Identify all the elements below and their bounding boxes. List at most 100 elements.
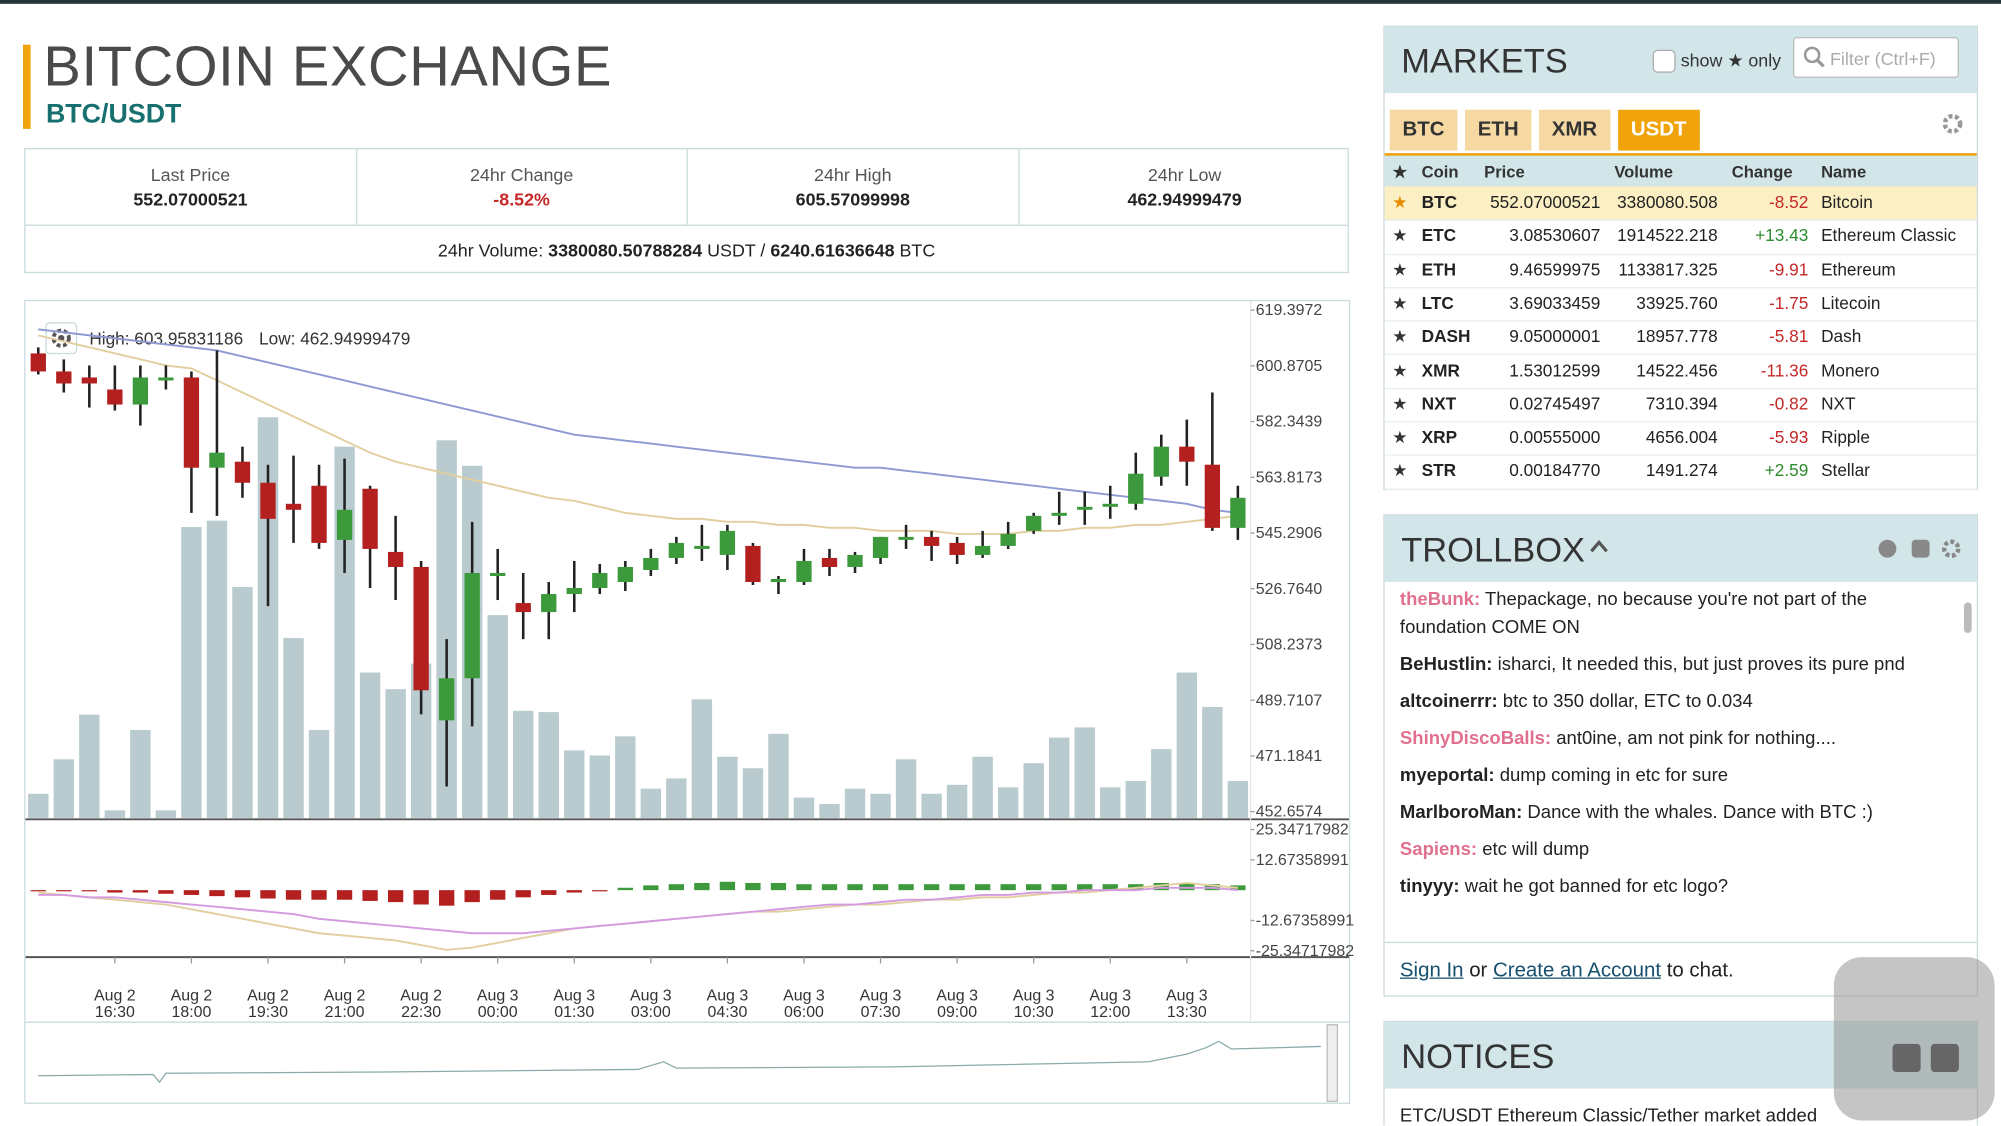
favorite-star[interactable]: ★ — [1392, 461, 1408, 481]
column-header[interactable]: Change — [1731, 162, 1793, 182]
favorite-star[interactable]: ★ — [1392, 192, 1408, 212]
x-tick-label: Aug 2 18:00 — [170, 986, 213, 1021]
x-tick-label: Aug 2 21:00 — [323, 986, 366, 1021]
candle-body — [719, 530, 736, 555]
candle-body — [362, 488, 378, 549]
volume-bar — [308, 729, 330, 819]
candle-body — [974, 545, 991, 555]
market-row[interactable]: ★ LTC 3.69033459 33925.760 -1.75 Litecoin — [1384, 287, 1977, 322]
chat-user[interactable]: myeportal: — [1399, 765, 1495, 787]
market-row[interactable]: ★ ETC 3.08530607 1914522.218 +13.43 Ethereum … — [1384, 220, 1977, 255]
macd-histogram-bar — [515, 890, 531, 898]
trollbox-tools[interactable] — [1875, 536, 1964, 562]
volume-bar — [819, 803, 840, 819]
volume-bar — [28, 793, 49, 819]
volume-bar — [206, 520, 228, 819]
candle-body — [387, 551, 404, 567]
market-row[interactable]: ★ BTC 552.07000521 3380080.508 -8.52 Bitcoin — [1384, 186, 1977, 222]
filter-input[interactable]: Filter (Ctrl+F) — [1792, 37, 1959, 78]
create-account-link[interactable]: Create an Account — [1493, 959, 1662, 982]
chat-user[interactable]: ShinyDiscoBalls: — [1399, 728, 1552, 750]
volume-bar — [768, 733, 789, 819]
volume-bar — [1074, 727, 1095, 819]
stat-label: Last Price — [150, 164, 231, 186]
chat-message: theBunk: Thepackage, no because you're n… — [1400, 586, 1949, 642]
markets-header: MARKETS show ★ only Filter (Ctrl+F) — [1384, 26, 1977, 94]
macd-histogram-bar — [1102, 884, 1118, 891]
favorite-star[interactable]: ★ — [1392, 360, 1408, 380]
volume-bar — [155, 810, 177, 819]
gear-icon[interactable] — [51, 328, 71, 348]
chat-footer: Sign In or Create an Account to chat. — [1384, 941, 1977, 997]
market-tab[interactable]: USDT — [1618, 109, 1700, 151]
market-row[interactable]: ★ XRP 0.00555000 4656.004 -5.93 Ripple — [1384, 421, 1977, 457]
candle-body — [566, 588, 582, 595]
market-tab[interactable]: BTC — [1389, 109, 1458, 151]
change: -0.82 — [1769, 394, 1809, 414]
candle-body — [1179, 446, 1195, 462]
stat-label: 24hr Change — [469, 164, 574, 186]
markets-settings[interactable] — [1941, 112, 1964, 135]
macd-histogram-bar — [796, 884, 812, 891]
coin: DASH — [1421, 326, 1471, 347]
volume: 18957.778 — [1636, 326, 1718, 347]
market-row[interactable]: ★ NXT 0.02745497 7310.394 -0.82 NXT — [1384, 388, 1977, 423]
column-header[interactable]: Coin — [1421, 162, 1459, 182]
favorites-checkbox[interactable] — [1652, 49, 1676, 73]
x-tick-label: Aug 3 10:30 — [1012, 986, 1055, 1021]
chat-user[interactable]: tinyyy: — [1399, 876, 1460, 898]
candle-body — [490, 572, 506, 576]
favorite-star[interactable]: ★ — [1392, 226, 1408, 246]
twitter-button[interactable] — [1892, 1043, 1921, 1072]
chat-user[interactable]: MarlboroMan: — [1399, 802, 1523, 824]
chat-messages: theBunk: Thepackage, no because you're n… — [1400, 586, 1949, 941]
y-tick-label: 526.7640 — [1256, 581, 1323, 598]
facebook-button[interactable] — [1930, 1043, 1959, 1072]
favorite-star[interactable]: ★ — [1392, 259, 1408, 279]
favorite-star[interactable]: ★ — [1392, 293, 1408, 313]
navigator-handle[interactable] — [1326, 1024, 1339, 1102]
stat-label: 24hr High — [814, 164, 892, 186]
chat-user[interactable]: altcoinerrr: — [1399, 691, 1498, 713]
column-header[interactable]: Volume — [1614, 162, 1674, 182]
candle-body — [770, 578, 787, 583]
candle-body — [464, 572, 480, 679]
sign-in-link[interactable]: Sign In — [1399, 959, 1464, 982]
macd-histogram-bar — [387, 890, 404, 903]
chat-user[interactable]: Sapiens: — [1399, 839, 1478, 861]
macd-histogram-bar — [592, 890, 608, 892]
column-header[interactable]: Price — [1484, 162, 1525, 182]
candle-body — [260, 482, 276, 519]
volume-unit: USDT — [707, 239, 756, 261]
collapse-icon[interactable] — [1589, 539, 1609, 554]
candle-body — [949, 542, 965, 555]
volume-bar — [53, 759, 75, 819]
favorite-star[interactable]: ★ — [1392, 326, 1408, 347]
column-header[interactable]: Name — [1821, 162, 1867, 182]
volume-usdt: 3380080.50788284 — [548, 239, 703, 261]
candle-body — [1026, 515, 1042, 531]
volume-bar — [1023, 763, 1044, 819]
market-row[interactable]: ★ STR 0.00184770 1491.274 +2.59 Stellar — [1384, 455, 1977, 490]
x-tick-label: Aug 3 06:00 — [783, 986, 825, 1021]
floating-share-widget[interactable] — [1833, 957, 1995, 1121]
price-chart: High: 603.95831186 Low: 462.94999479 619… — [25, 301, 1354, 1102]
market-row[interactable]: ★ ETH 9.46599975 1133817.325 -9.91 Ethereum — [1384, 253, 1977, 289]
market-row[interactable]: ★ XMR 1.53012599 14522.456 -11.36 Monero — [1384, 354, 1977, 389]
volume-separator: / — [760, 239, 766, 261]
chat-user[interactable]: theBunk: — [1399, 589, 1481, 610]
coin: XRP — [1421, 427, 1458, 447]
candle-body — [1204, 464, 1220, 528]
market-row[interactable]: ★ DASH 9.05000001 18957.778 -5.81 Dash — [1384, 321, 1977, 356]
chat-user[interactable]: BeHustlin: — [1399, 654, 1493, 676]
volume-bar — [921, 793, 942, 819]
coin: ETC — [1421, 226, 1457, 246]
price: 9.05000001 — [1509, 326, 1601, 347]
macd-histogram-bar — [617, 887, 633, 891]
favorite-star[interactable]: ★ — [1392, 394, 1408, 414]
market-tab[interactable]: ETH — [1465, 109, 1532, 151]
market-tab[interactable]: XMR — [1539, 109, 1610, 151]
star-header: ★ — [1392, 162, 1408, 182]
favorite-star[interactable]: ★ — [1392, 427, 1408, 447]
